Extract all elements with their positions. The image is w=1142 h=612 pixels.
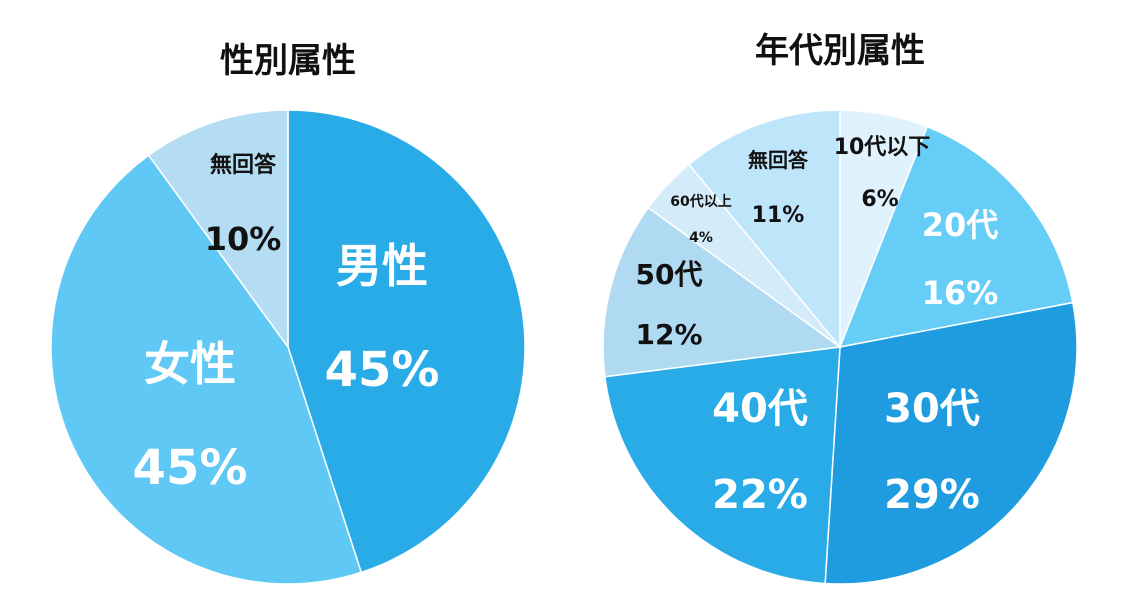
pie-age: 10代以下 6% 20代 16% 30代 29% 40代 22% 50代 12% 60代以上 4% 無回… xyxy=(602,109,1078,585)
slice-label-gender-1: 女性 xyxy=(144,337,236,391)
slice-label-age-4: 50代 xyxy=(636,258,703,291)
slice-value-gender-2: 10% xyxy=(205,220,282,258)
slice-value-gender-1: 45% xyxy=(133,440,248,496)
slice-value-age-3: 22% xyxy=(712,472,808,518)
slice-value-age-4: 12% xyxy=(635,318,702,351)
pie-slice-age-2 xyxy=(824,301,1078,585)
pie-slice-gender-2 xyxy=(147,109,289,350)
pie-slice-gender-1 xyxy=(50,154,363,585)
slice-label-age-3: 40代 xyxy=(712,386,808,432)
pie-slice-age-6 xyxy=(687,109,841,350)
pie-slice-gender-0 xyxy=(287,109,526,574)
chart-title-gender: 性別属性 xyxy=(220,41,356,81)
pie-slice-age-4 xyxy=(602,206,842,378)
slice-label-age-6: 無回答 xyxy=(748,148,809,172)
slice-label-age-1: 20代 xyxy=(922,206,999,244)
slice-value-age-0: 6% xyxy=(861,187,898,212)
slice-label-age-0: 10代以下 xyxy=(834,135,931,160)
slice-value-gender-0: 45% xyxy=(325,342,440,398)
slice-value-age-1: 16% xyxy=(922,274,999,312)
slice-label-age-5: 60代以上 xyxy=(670,193,731,210)
pie-slice-age-1 xyxy=(838,125,1074,348)
pie-slice-age-3 xyxy=(604,346,841,585)
slice-value-age-5: 4% xyxy=(689,230,713,246)
slice-label-gender-0: 男性 xyxy=(336,239,428,293)
slice-value-age-2: 29% xyxy=(884,472,980,518)
chart-title-age: 年代別属性 xyxy=(755,31,925,71)
slice-value-age-6: 11% xyxy=(752,203,805,228)
slice-label-gender-2: 無回答 xyxy=(210,152,277,178)
slice-label-age-2: 30代 xyxy=(884,386,980,432)
pie-gender: 男性 45% 女性 45% 無回答 10% xyxy=(50,109,526,585)
